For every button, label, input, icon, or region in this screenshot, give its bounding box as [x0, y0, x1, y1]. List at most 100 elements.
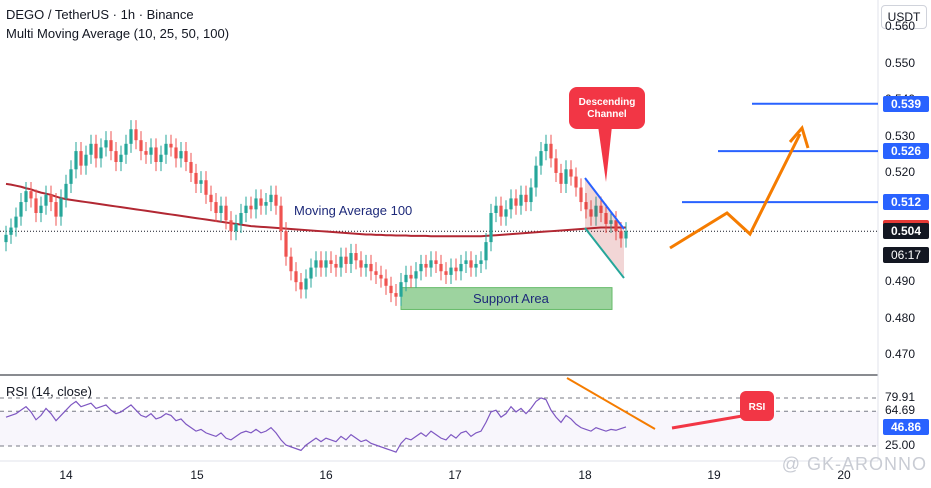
candle — [534, 156, 538, 197]
candle-body — [479, 260, 483, 264]
candle — [249, 196, 253, 219]
candle — [489, 203, 493, 252]
candle-body — [484, 242, 488, 261]
rsi-level-label: 25.00 — [884, 438, 915, 452]
candle-body — [49, 194, 53, 203]
candle-body — [269, 194, 273, 203]
candle-body — [214, 202, 218, 213]
time-tick: 19 — [707, 468, 721, 482]
candle — [274, 185, 278, 215]
candle — [219, 196, 223, 223]
candle — [509, 189, 513, 219]
channel-fill — [585, 178, 624, 276]
candle-body — [439, 263, 443, 272]
candle — [149, 138, 153, 164]
candle — [69, 160, 73, 193]
candle — [429, 251, 433, 277]
candle — [159, 145, 163, 172]
candle — [79, 141, 83, 175]
candle — [379, 265, 383, 288]
candle-body — [179, 151, 183, 159]
candle — [404, 265, 408, 292]
candle-body — [574, 176, 578, 188]
candle — [64, 174, 68, 208]
candle — [344, 247, 348, 274]
price-tick: 0.560 — [884, 19, 915, 34]
candle — [544, 134, 548, 161]
candle-body — [224, 205, 228, 221]
candle-body — [174, 147, 178, 159]
candle-body — [374, 271, 378, 275]
candle — [354, 243, 358, 270]
candle — [34, 189, 38, 223]
chart-title: DEGO / TetherUS · 1h · Binance — [6, 7, 194, 22]
candle — [359, 251, 363, 277]
candle-body — [39, 205, 43, 213]
price-tick: 0.470 — [884, 346, 915, 361]
candle — [9, 218, 13, 244]
candle-body — [579, 187, 583, 203]
candle — [99, 138, 103, 168]
candle — [584, 192, 588, 219]
candle-body — [204, 180, 208, 195]
price-label: 0.526 — [883, 143, 929, 160]
rsi-trend-line — [566, 377, 656, 430]
candle — [234, 214, 238, 241]
candle — [169, 134, 173, 157]
candle-body — [4, 234, 8, 243]
candle — [209, 185, 213, 212]
candle — [224, 196, 228, 230]
candle-body — [394, 293, 398, 297]
candle — [494, 196, 498, 223]
channel-callout-text: Descending — [579, 97, 636, 108]
candle — [484, 233, 488, 270]
candle-body — [494, 205, 498, 213]
rsi-callout-text: RSI — [749, 402, 766, 413]
candle — [334, 254, 338, 277]
candle-body — [14, 216, 18, 228]
candle-body — [344, 256, 348, 264]
candle-body — [314, 260, 318, 268]
candle — [264, 192, 268, 215]
candle — [129, 120, 133, 153]
candle — [309, 258, 313, 288]
candle — [554, 149, 558, 183]
candle — [594, 196, 598, 226]
candle-body — [339, 256, 343, 268]
price-tick: 0.530 — [884, 128, 915, 143]
candle — [284, 222, 288, 266]
candle — [109, 131, 113, 161]
currency-button[interactable]: USDT — [881, 5, 927, 29]
time-tick: 15 — [190, 468, 204, 482]
countdown-label: 06:17 — [883, 247, 929, 263]
candle — [394, 283, 398, 306]
candle-body — [384, 278, 388, 286]
candle-body — [209, 194, 213, 203]
time-tick: 20 — [837, 468, 851, 482]
candle — [94, 134, 98, 168]
candle — [299, 273, 303, 299]
candle — [279, 196, 283, 241]
candle-body — [354, 253, 358, 261]
candle-body — [559, 172, 563, 184]
candle-body — [584, 202, 588, 210]
candle-body — [604, 212, 608, 224]
candle — [144, 141, 148, 164]
candle — [609, 211, 613, 234]
candle-body — [259, 198, 263, 206]
candle-body — [34, 198, 38, 213]
candle-body — [114, 151, 118, 163]
candle-body — [294, 271, 298, 283]
candle — [499, 196, 503, 226]
candle — [19, 192, 23, 226]
candle — [579, 178, 583, 212]
candle — [414, 262, 418, 288]
candle — [244, 196, 248, 223]
candle — [294, 262, 298, 292]
candle-body — [299, 282, 303, 290]
candle-body — [529, 187, 533, 203]
candle — [204, 171, 208, 204]
candle — [39, 196, 43, 223]
candle-body — [59, 198, 63, 217]
